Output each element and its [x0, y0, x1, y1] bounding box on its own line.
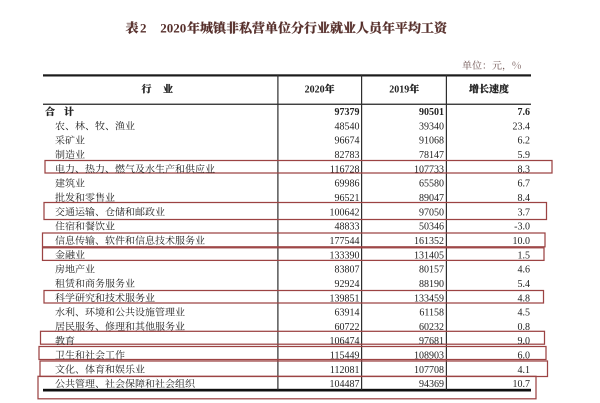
svg-text:2020: 2020 — [305, 84, 325, 95]
svg-text:112081: 112081 — [330, 365, 360, 376]
svg-text:5.9: 5.9 — [518, 150, 531, 161]
svg-text:88190: 88190 — [419, 279, 444, 290]
svg-text:4.8: 4.8 — [518, 293, 531, 304]
svg-text:133459: 133459 — [414, 293, 444, 304]
svg-text:5.4: 5.4 — [518, 279, 531, 290]
svg-text:60232: 60232 — [419, 322, 444, 333]
svg-text:8.3: 8.3 — [518, 164, 531, 175]
svg-text:100642: 100642 — [330, 207, 360, 218]
svg-text:69986: 69986 — [335, 179, 360, 190]
svg-text:104487: 104487 — [330, 379, 360, 390]
svg-text:89047: 89047 — [419, 193, 444, 204]
svg-text:90501: 90501 — [419, 107, 444, 118]
svg-text:10.0: 10.0 — [513, 236, 531, 247]
svg-text:177544: 177544 — [330, 236, 360, 247]
svg-text:161352: 161352 — [414, 236, 444, 247]
svg-text:2019: 2019 — [389, 84, 409, 95]
svg-text:96521: 96521 — [335, 193, 360, 204]
svg-text:8.4: 8.4 — [518, 193, 531, 204]
svg-text:23.4: 23.4 — [513, 121, 531, 132]
svg-text:97681: 97681 — [419, 336, 444, 347]
svg-text:97379: 97379 — [335, 107, 360, 118]
svg-text:139851: 139851 — [330, 293, 360, 304]
svg-text:4.5: 4.5 — [518, 308, 531, 319]
svg-text:94369: 94369 — [419, 379, 444, 390]
svg-text:1.5: 1.5 — [518, 250, 531, 261]
svg-text:107733: 107733 — [414, 164, 444, 175]
svg-text:116728: 116728 — [330, 164, 360, 175]
svg-text:61158: 61158 — [419, 308, 444, 319]
svg-text:10.7: 10.7 — [513, 379, 531, 390]
svg-text:2: 2 — [140, 21, 147, 36]
svg-text:65580: 65580 — [419, 179, 444, 190]
svg-text:83807: 83807 — [335, 265, 360, 276]
svg-text:9.0: 9.0 — [518, 336, 531, 347]
svg-text:48540: 48540 — [335, 121, 360, 132]
svg-text:4.1: 4.1 — [518, 365, 531, 376]
svg-text:-3.0: -3.0 — [514, 222, 530, 233]
svg-text:131405: 131405 — [414, 250, 444, 261]
svg-text:133390: 133390 — [330, 250, 360, 261]
svg-text:96674: 96674 — [335, 136, 360, 147]
svg-text:50346: 50346 — [419, 222, 444, 233]
svg-text:6.2: 6.2 — [518, 136, 531, 147]
svg-text:80157: 80157 — [419, 265, 444, 276]
svg-text:4.6: 4.6 — [518, 265, 531, 276]
svg-text:106474: 106474 — [330, 336, 360, 347]
svg-text:91068: 91068 — [419, 136, 444, 147]
svg-text:6.0: 6.0 — [518, 351, 531, 362]
svg-text:2020: 2020 — [160, 21, 186, 36]
svg-text:82783: 82783 — [335, 150, 360, 161]
svg-text:39340: 39340 — [419, 121, 444, 132]
svg-text:60722: 60722 — [335, 322, 360, 333]
svg-text:108903: 108903 — [414, 351, 444, 362]
svg-text:78147: 78147 — [419, 150, 444, 161]
svg-text:97050: 97050 — [419, 207, 444, 218]
svg-text:107708: 107708 — [414, 365, 444, 376]
svg-text:3.7: 3.7 — [518, 207, 531, 218]
svg-text:7.6: 7.6 — [518, 107, 531, 118]
svg-text:63914: 63914 — [335, 308, 360, 319]
svg-text:6.7: 6.7 — [518, 179, 531, 190]
svg-text:92924: 92924 — [335, 279, 360, 290]
svg-text:48833: 48833 — [335, 222, 360, 233]
svg-text:0.8: 0.8 — [518, 322, 531, 333]
svg-text:115449: 115449 — [330, 351, 360, 362]
